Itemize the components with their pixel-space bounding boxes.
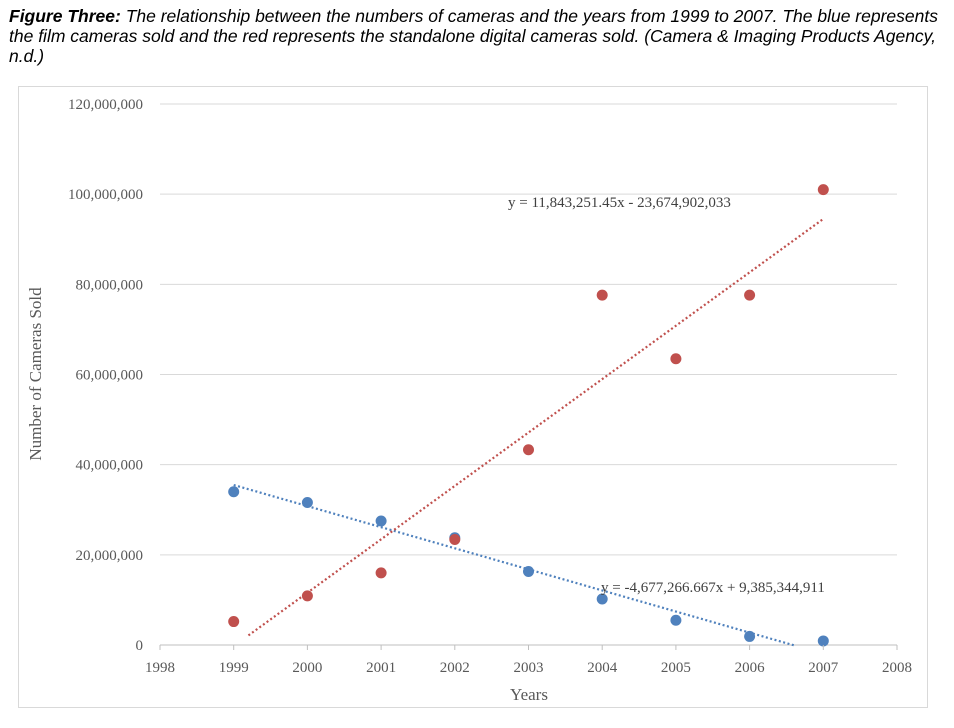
y-tick-label: 120,000,000 <box>68 97 143 113</box>
data-point-s0 <box>744 630 756 642</box>
caption-text: The relationship between the numbers of … <box>9 6 938 66</box>
y-tick-label: 100,000,000 <box>68 187 143 203</box>
data-point-s1 <box>523 444 534 456</box>
data-point-s1 <box>375 567 387 579</box>
data-point-s1 <box>228 616 240 628</box>
red-trendline-equation: y = 11,843,251.45x - 23,674,902,033 <box>508 195 731 211</box>
data-point-s1 <box>449 534 461 546</box>
x-tick-label: 2007 <box>808 660 839 676</box>
x-tick-label: 2004 <box>587 660 618 676</box>
data-point-s0 <box>228 486 240 498</box>
y-tick-label: 20,000,000 <box>76 548 144 564</box>
x-tick-label: 1998 <box>145 660 175 676</box>
data-point-s1 <box>670 353 682 365</box>
data-point-s1 <box>301 590 313 602</box>
trendline-1 <box>247 218 824 637</box>
y-tick-label: 60,000,000 <box>76 368 144 384</box>
trendline-0 <box>233 483 795 647</box>
blue-trendline-equation: y = -4,677,266.667x + 9,385,344,911 <box>601 580 825 596</box>
data-point-s0 <box>817 635 829 647</box>
data-points <box>228 184 829 647</box>
x-tick-label: 2000 <box>292 660 322 676</box>
data-point-s0 <box>301 497 313 509</box>
gridlines <box>160 103 897 646</box>
y-axis-title: Number of Cameras Sold <box>26 287 45 461</box>
figure-caption: Figure Three: The relationship between t… <box>9 6 939 66</box>
y-tick-label: 80,000,000 <box>76 277 144 293</box>
x-tick-label: 2006 <box>735 660 766 676</box>
x-axis-ticks: 1998 1999 2000 2001 2002 2003 2004 2005 2006 2007… <box>145 645 912 676</box>
data-point-s1 <box>817 184 829 196</box>
x-tick-label: 2002 <box>440 660 470 676</box>
data-point-s0 <box>670 614 682 626</box>
data-point-s0 <box>523 566 534 578</box>
data-point-s1 <box>744 289 756 301</box>
data-point-s0 <box>596 593 608 605</box>
y-tick-label: 40,000,000 <box>76 458 144 474</box>
data-point-s0 <box>375 515 387 527</box>
x-tick-label: 2005 <box>661 660 691 676</box>
trendlines <box>233 218 824 647</box>
x-tick-label: 2008 <box>882 660 912 676</box>
chart-area <box>18 86 928 708</box>
x-axis-title: Years <box>510 685 548 704</box>
x-tick-label: 2003 <box>514 660 544 676</box>
y-tick-label: 0 <box>136 638 144 654</box>
data-point-s1 <box>596 289 608 301</box>
x-tick-label: 1999 <box>219 660 249 676</box>
caption-label: Figure Three: <box>9 6 121 26</box>
y-axis-ticks: 0 20,000,000 40,000,000 60,000,000 80,000,00… <box>68 97 143 654</box>
x-tick-label: 2001 <box>366 660 396 676</box>
